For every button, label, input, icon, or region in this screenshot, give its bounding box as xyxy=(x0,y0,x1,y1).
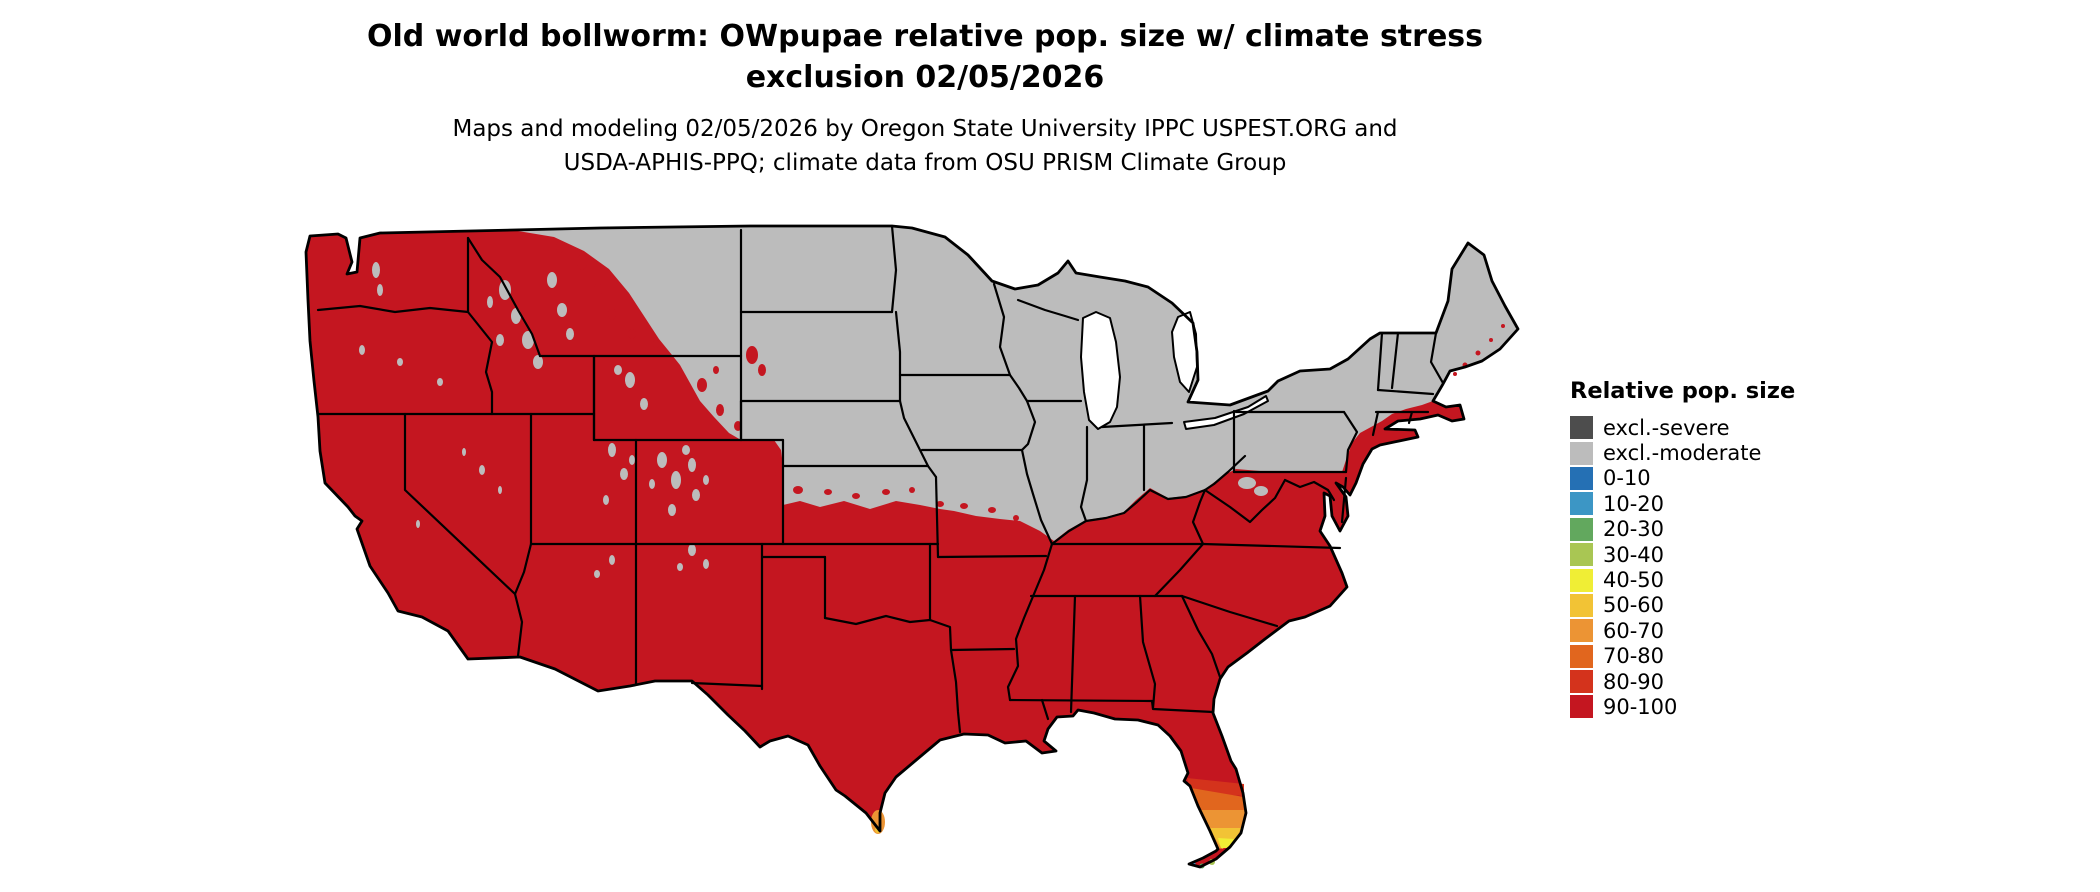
legend-color-swatch xyxy=(1570,568,1593,592)
page-subtitle: Maps and modeling 02/05/2026 by Oregon S… xyxy=(0,112,1850,180)
legend-item-label: 50-60 xyxy=(1603,593,1665,618)
page-title-line1: Old world bollworm: OWpupae relative pop… xyxy=(366,19,1484,54)
legend-item: 10-20 xyxy=(1570,491,1795,516)
legend-color-swatch xyxy=(1570,695,1593,719)
legend-item: 50-60 xyxy=(1570,593,1795,618)
legend-title: Relative pop. size xyxy=(1570,378,1796,404)
legend-color-swatch xyxy=(1570,466,1593,490)
lake-huron xyxy=(1171,311,1198,393)
legend-color-swatch xyxy=(1570,441,1593,465)
legend-item: 80-90 xyxy=(1570,669,1795,694)
page-title: Old world bollworm: OWpupae relative pop… xyxy=(0,16,1850,98)
legend-item-label: 70-80 xyxy=(1603,644,1665,669)
lake-michigan xyxy=(1080,311,1121,430)
legend-color-swatch xyxy=(1570,644,1593,668)
map-header: Old world bollworm: OWpupae relative pop… xyxy=(0,16,1850,180)
legend-item: 70-80 xyxy=(1570,644,1795,669)
exclusion-speckles-on-red xyxy=(359,262,1268,578)
legend-item: 90-100 xyxy=(1570,694,1795,719)
population-speckles-on-gray xyxy=(556,241,1505,521)
map-legend: Relative pop. size excl.-severe excl.-mo… xyxy=(1570,378,1795,720)
state-borders xyxy=(316,224,1445,734)
legend-color-swatch xyxy=(1570,619,1593,643)
legend-item-label: excl.-severe xyxy=(1603,415,1730,440)
legend-item-label: 10-20 xyxy=(1603,491,1665,516)
legend-item-label: 20-30 xyxy=(1603,517,1665,542)
legend-item-label: 60-70 xyxy=(1603,618,1665,643)
legend-item-label: 40-50 xyxy=(1603,568,1665,593)
legend-item-label: 0-10 xyxy=(1603,466,1651,491)
legend-item: excl.-severe xyxy=(1570,415,1795,440)
legend-item-label: 30-40 xyxy=(1603,542,1665,567)
lake-erie xyxy=(1183,395,1269,430)
legend-color-swatch xyxy=(1570,543,1593,567)
legend-item: 40-50 xyxy=(1570,567,1795,592)
legend-color-swatch xyxy=(1570,517,1593,541)
legend-item: 0-10 xyxy=(1570,466,1795,491)
legend-color-swatch xyxy=(1570,492,1593,516)
page-subtitle-line1: Maps and modeling 02/05/2026 by Oregon S… xyxy=(452,116,1398,142)
legend-color-swatch xyxy=(1570,416,1593,440)
legend-item-label: 80-90 xyxy=(1603,669,1665,694)
legend-item-label: excl.-moderate xyxy=(1603,441,1762,466)
legend-item: 20-30 xyxy=(1570,517,1795,542)
us-choropleth-map xyxy=(300,222,1532,888)
us-map-svg xyxy=(304,224,1520,869)
legend-color-swatch xyxy=(1570,593,1593,617)
page-subtitle-line2: USDA-APHIS-PPQ; climate data from OSU PR… xyxy=(563,150,1287,176)
legend-item: 30-40 xyxy=(1570,542,1795,567)
great-lakes xyxy=(1080,311,1269,430)
legend-items: excl.-severe excl.-moderate 0-10 10-20 2… xyxy=(1570,415,1795,720)
florida-gradient xyxy=(1187,778,1246,869)
legend-color-swatch xyxy=(1570,670,1593,694)
legend-item: 60-70 xyxy=(1570,618,1795,643)
page-title-line2: exclusion 02/05/2026 xyxy=(745,60,1105,95)
legend-item-label: 90-100 xyxy=(1603,694,1678,719)
legend-item: excl.-moderate xyxy=(1570,440,1795,465)
